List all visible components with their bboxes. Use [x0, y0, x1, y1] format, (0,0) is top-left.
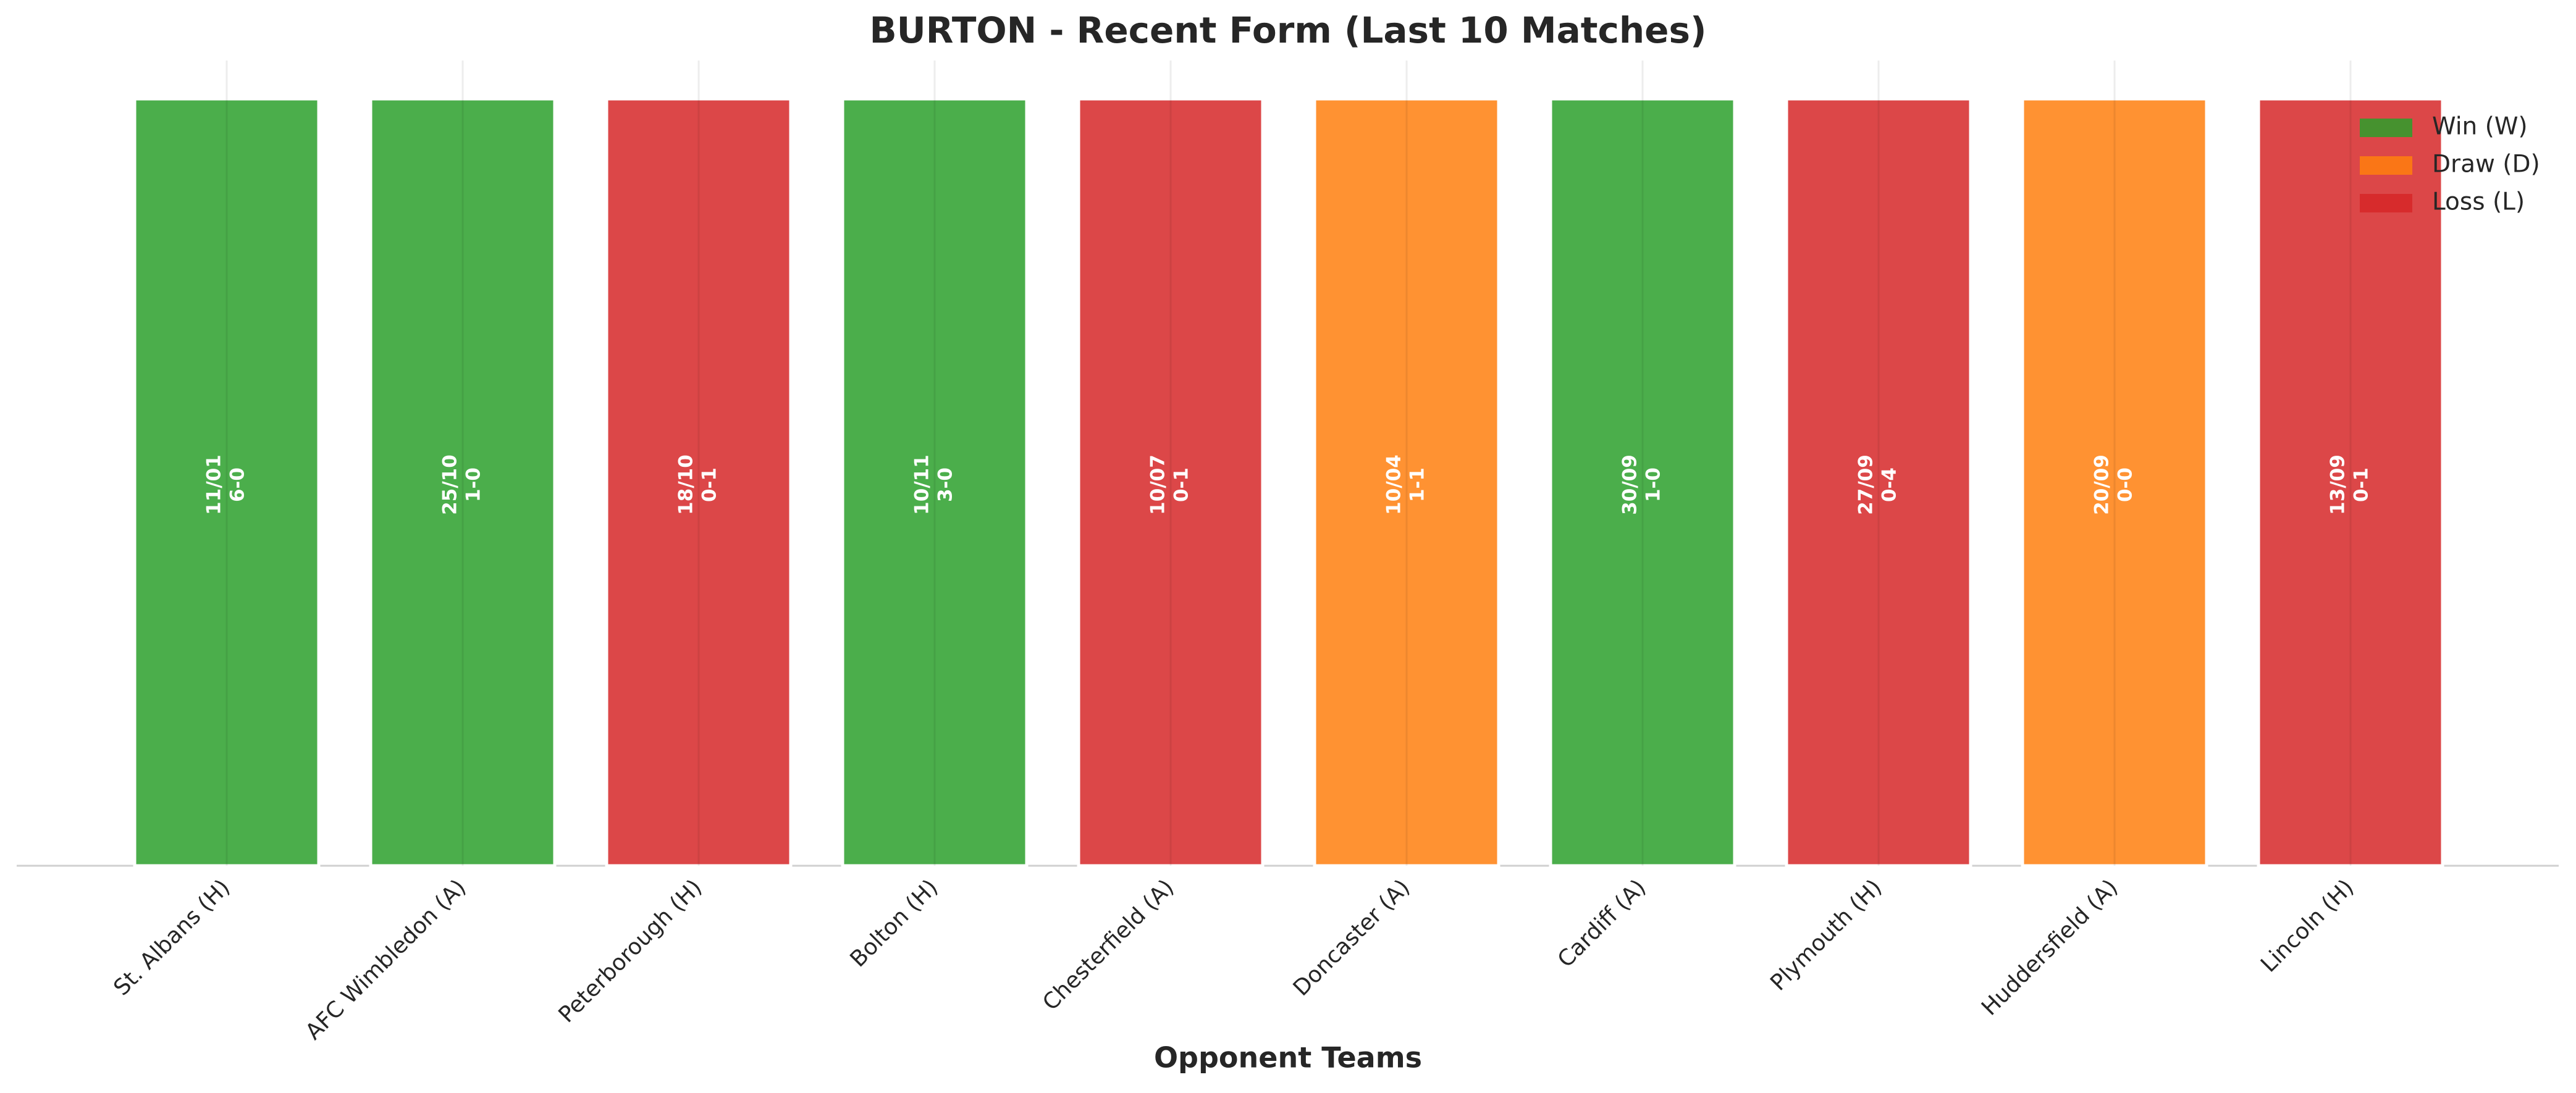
match-score: 0-1 [699, 467, 721, 502]
legend-label: Draw (D) [2432, 151, 2540, 178]
chart-title: BURTON - Recent Form (Last 10 Matches) [869, 9, 1706, 51]
match-date: 18/10 [675, 454, 697, 515]
match-date: 10/07 [1147, 454, 1169, 515]
legend-swatch [2360, 119, 2412, 137]
x-tick-label: Huddersfield (A) [1977, 874, 2123, 1020]
x-tick-label: Doncaster (A) [1289, 874, 1415, 1001]
x-tick-label: AFC Wimbledon (A) [301, 874, 471, 1045]
bar [1785, 97, 1972, 868]
bar [133, 97, 321, 868]
match-date: 10/04 [1383, 454, 1405, 515]
match-score: 0-4 [1879, 467, 1901, 502]
x-tick-label: Plymouth (H) [1766, 874, 1887, 995]
match-score: 0-1 [2351, 467, 2373, 502]
x-tick-label: Peterborough (H) [554, 874, 707, 1028]
x-axis-label: Opponent Teams [1154, 1041, 1422, 1074]
match-date: 10/11 [911, 454, 933, 515]
bar [605, 97, 793, 868]
bar [1313, 97, 1501, 868]
match-date: 20/09 [2091, 454, 2113, 515]
x-tick-label: Chesterfield (A) [1038, 874, 1179, 1015]
x-tick-label: Cardiff (A) [1553, 874, 1651, 973]
bar [1077, 97, 1265, 868]
match-score: 0-0 [2115, 467, 2137, 502]
x-tick-label: Lincoln (H) [2256, 874, 2359, 977]
match-score: 3-0 [935, 467, 957, 502]
legend-label: Loss (L) [2432, 188, 2525, 216]
bar [369, 97, 557, 868]
legend-swatch [2360, 194, 2412, 212]
bar [2021, 97, 2208, 868]
x-tick-label: Bolton (H) [846, 874, 943, 972]
match-score: 6-0 [227, 467, 249, 502]
match-score: 0-1 [1171, 467, 1193, 502]
bar [841, 97, 1029, 868]
match-date: 13/09 [2327, 454, 2349, 515]
bar [1549, 97, 1736, 868]
legend-swatch [2360, 156, 2412, 175]
match-date: 27/09 [1855, 454, 1877, 515]
match-score: 1-1 [1407, 467, 1429, 502]
match-date: 30/09 [1619, 454, 1641, 515]
match-date: 25/10 [439, 454, 461, 515]
match-date: 11/01 [203, 454, 225, 515]
match-score: 1-0 [1643, 467, 1665, 502]
match-score: 1-0 [463, 467, 485, 502]
legend-label: Win (W) [2432, 113, 2528, 141]
x-tick-label: St. Albans (H) [109, 874, 235, 1000]
bar [2257, 97, 2444, 868]
